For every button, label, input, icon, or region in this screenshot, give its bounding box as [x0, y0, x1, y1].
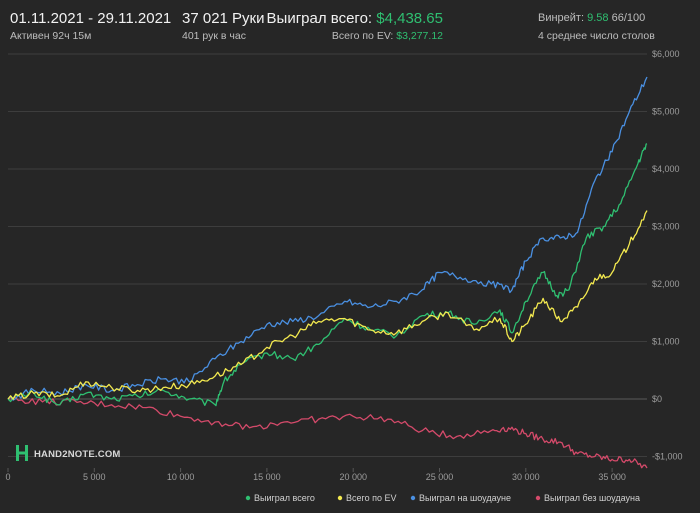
won-total-value: $4,438.65 — [376, 10, 443, 27]
x-tick-label: 0 — [5, 472, 10, 482]
y-tick-label: $5,000 — [652, 107, 680, 117]
winrate-hands: 66/100 — [611, 12, 646, 24]
chart-grid — [7, 53, 647, 472]
legend-marker — [337, 495, 343, 501]
y-tick-label: $2,000 — [652, 279, 680, 289]
y-tick-label: $6,000 — [652, 49, 680, 59]
series-line-1 — [7, 210, 648, 400]
ev-total-value: $3,277.12 — [396, 30, 443, 42]
x-tick-label: 35 000 — [598, 472, 626, 482]
logo-icon-bar-right — [25, 445, 28, 461]
x-tick-label: 30 000 — [512, 472, 540, 482]
legend-marker — [535, 495, 541, 501]
header: 01.11.2021 - 29.11.2021 Активен 92ч 15м … — [0, 0, 700, 48]
date-range[interactable]: 01.11.2021 - 29.11.2021 — [10, 10, 172, 27]
chart-legend: Выиграл всего Всего по EV Выиграл на шоуда… — [245, 493, 640, 503]
logo-icon-bar-left — [16, 445, 19, 461]
won-total: Выиграл всего: $4,438.65 — [267, 10, 443, 27]
winrate-label: Винрейт: — [538, 12, 585, 24]
ev-total: Всего по EV: $3,277.12 — [332, 30, 443, 42]
logo: HAND2NOTE.COM — [16, 445, 121, 461]
hands-count: 37 021 Руки — [182, 10, 265, 27]
winrate: Винрейт: 9.58 66/100 — [538, 12, 645, 24]
y-axis-ticks: -$1,000 $0 $1,000 $2,000 $3,000 $4,000 $5,000 $… — [652, 49, 683, 462]
y-tick-label: -$1,000 — [652, 452, 683, 462]
y-tick-label: $1,000 — [652, 337, 680, 347]
x-tick-label: 15 000 — [253, 472, 281, 482]
profit-chart[interactable]: -$1,000 $0 $1,000 $2,000 $3,000 $4,000 $5,000 $… — [0, 48, 700, 513]
legend-label: Выиграл всего — [254, 493, 315, 503]
x-tick-label: 20 000 — [339, 472, 367, 482]
logo-text: HAND2NOTE.COM — [34, 449, 121, 460]
legend-marker — [245, 495, 251, 501]
hands-per-hour: 401 рук в час — [182, 30, 246, 42]
x-axis-ticks: 0 5 000 10 000 15 000 20 000 25 000 30 000 35 0… — [5, 472, 625, 482]
legend-marker — [410, 495, 416, 501]
y-tick-label: $4,000 — [652, 164, 680, 174]
x-tick-label: 5 000 — [83, 472, 106, 482]
active-time: Активен 92ч 15м — [10, 30, 92, 42]
won-total-label: Выиграл всего: — [266, 10, 373, 27]
x-tick-label: 25 000 — [426, 472, 454, 482]
series-line-0 — [7, 143, 648, 407]
series-line-3 — [7, 396, 648, 469]
logo-icon-bar-middle — [19, 451, 25, 455]
series-lines — [7, 76, 648, 469]
y-tick-label: $0 — [652, 394, 662, 404]
ev-total-label: Всего по EV: — [331, 30, 394, 42]
winrate-value: 9.58 — [587, 12, 609, 24]
legend-label: Выиграл без шоудауна — [544, 493, 640, 503]
tables-average: 4 среднее число столов — [538, 30, 655, 42]
legend-label: Всего по EV — [346, 493, 396, 503]
y-tick-label: $3,000 — [652, 222, 680, 232]
x-tick-label: 10 000 — [167, 472, 195, 482]
series-line-2 — [7, 76, 648, 401]
legend-label: Выиграл на шоудауне — [419, 493, 511, 503]
